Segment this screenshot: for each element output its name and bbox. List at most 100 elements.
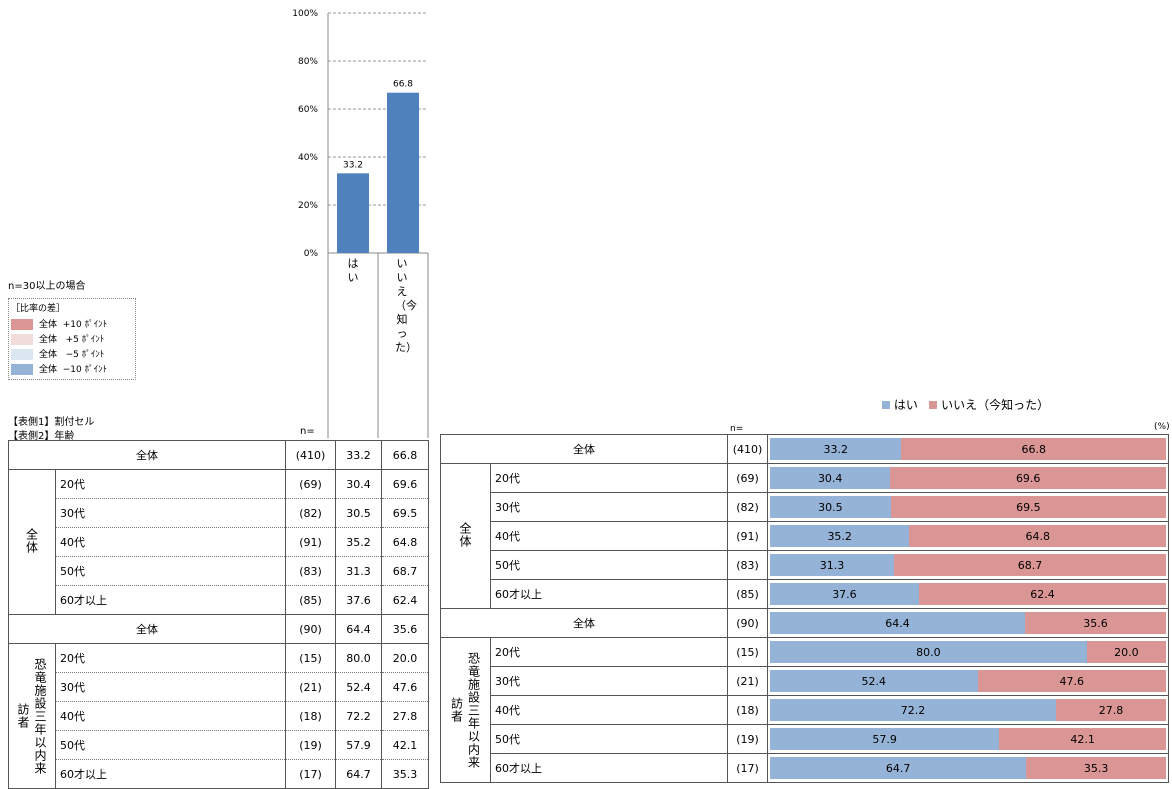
hai-value: 64.4 [335,614,382,644]
row-label: 30代 [490,666,728,696]
row-label: 60才以上 [490,579,728,609]
bar-segment-iie: 42.1 [999,728,1166,750]
bar-segment-hai: 35.2 [770,525,910,547]
hai-value: 57.9 [335,730,382,760]
iie-value: 47.6 [381,672,429,702]
bar-segment-hai: 30.4 [770,467,891,489]
table-row: 50代 (19) 57.9 42.1 [441,724,1169,754]
n-value: (85) [727,579,768,609]
swatch-minus10 [11,364,33,375]
bar-segment-iie: 27.8 [1055,699,1166,721]
iie-value: 42.1 [381,730,429,760]
hai-value: 30.5 [335,498,382,528]
bar-segment-iie: 64.8 [909,525,1166,547]
hai-value: 30.4 [335,469,382,499]
y-tick-label: 0% [304,249,319,259]
iie-value: 69.6 [381,469,429,499]
table-row: 全体 20代 (69) 30.4 69.6 [440,463,1169,609]
x-category-label-iie: いいえ（今知った） [395,257,417,354]
row-label: 50代 [55,730,286,760]
diff-legend-row: 全体 −5 ﾎﾟｲﾝﾄ [11,347,104,360]
bar-segment-iie: 69.5 [890,496,1166,518]
swatch-plus10 [11,319,33,330]
column-chart: 0% 20% 40% 60% 80% 100% 33.2 66.8 [292,9,429,438]
group-label-text: 恐竜施設三年以内来 [33,657,47,775]
iie-value: 20.0 [381,643,429,673]
n-value: (21) [285,672,336,702]
bar-segment-hai: 57.9 [770,728,1000,750]
row-label: 50代 [490,550,728,580]
row-label: 40代 [55,527,286,557]
bar-segment-iie: 68.7 [893,554,1166,576]
n-value: (410) [727,434,768,464]
group-label: 訪者 恐竜施設三年以内来 [8,643,56,789]
side-label-1: 【表側1】割付セル [8,417,95,428]
stacked-bar: 35.2 64.8 [767,521,1169,551]
row-label: 60才以上 [55,759,286,789]
group-label-text: 全体 [24,527,39,554]
swatch-plus5 [11,334,33,345]
table-row: 30代 (21) 52.4 47.6 [441,666,1169,696]
stacked-bar: 33.2 66.8 [767,434,1169,464]
iie-value: 35.6 [381,614,429,644]
n-header-right: n= [730,424,744,434]
n-value: (69) [285,469,336,499]
row-label: 50代 [55,556,286,586]
stacked-bar: 64.7 35.3 [767,753,1169,783]
hai-value: 52.4 [335,672,382,702]
bar-segment-hai: 80.0 [770,641,1087,663]
diff-legend-label: 全体 [39,335,58,345]
diff-legend: ［比率の差］ 全体 +10 ﾎﾟｲﾝﾄ 全体 +5 ﾎﾟｲﾝﾄ 全体 −5 ﾎﾟ… [8,298,136,380]
stacked-bar: 80.0 20.0 [767,637,1169,667]
table-row: 50代 (83) 31.3 68.7 [9,556,429,586]
iie-value: 64.8 [381,527,429,557]
table-row: 60才以上 (17) 64.7 35.3 [9,759,429,789]
bar-segment-iie: 69.6 [890,467,1166,489]
stacked-bar: 57.9 42.1 [767,724,1169,754]
stacked-bar: 30.5 69.5 [767,492,1169,522]
table-row: 全体 (90) 64.4 35.6 [8,614,429,644]
chart-legend: はい いいえ（今知った） [882,396,1049,413]
diff-legend-value: +10 ﾎﾟｲﾝﾄ [62,320,108,330]
diff-legend-title: ［比率の差］ [11,304,66,314]
diff-legend-value: −5 ﾎﾟｲﾝﾄ [65,350,105,360]
bar-segment-hai: 72.2 [770,699,1056,721]
group-label: 全体 [440,463,491,609]
table-row: 40代 (91) 35.2 64.8 [441,521,1169,551]
diff-legend-row: 全体 +10 ﾎﾟｲﾝﾄ [11,317,107,330]
iie-value: 68.7 [381,556,429,586]
bar [337,173,369,253]
hai-value: 33.2 [335,440,382,470]
row-label: 全体 [440,608,728,638]
iie-value: 35.3 [381,759,429,789]
n-header-left: n= [300,426,315,437]
iie-value: 66.8 [381,440,429,470]
group-label: 全体 [8,469,56,615]
x-category-label-hai: はい [347,257,359,284]
n-value: (19) [727,724,768,754]
row-label: 30代 [55,672,286,702]
n-value: (82) [727,492,768,522]
n-value: (82) [285,498,336,528]
table-row: 40代 (91) 35.2 64.8 [9,527,429,557]
table-row: 全体 (410) 33.2 66.8 [440,434,1169,464]
row-label: 60才以上 [490,753,728,783]
table-row: 30代 (82) 30.5 69.5 [9,498,429,528]
hai-value: 64.7 [335,759,382,789]
y-tick-label: 40% [298,153,318,163]
table-row: 60才以上 (85) 37.6 62.4 [441,579,1169,609]
table-row: 30代 (82) 30.5 69.5 [441,492,1169,522]
table-row: 訪者 恐竜施設三年以内来 20代 (15) 80.0 20.0 [8,643,429,789]
row-label: 50代 [490,724,728,754]
row-label: 30代 [55,498,286,528]
n-value: (18) [285,701,336,731]
n-value: (90) [727,608,768,638]
y-tick-label: 80% [298,57,318,67]
hai-value: 37.6 [335,585,382,615]
stacked-bar: 31.3 68.7 [767,550,1169,580]
diff-legend-row: 全体 −10 ﾎﾟｲﾝﾄ [11,362,107,375]
row-label: 20代 [490,637,728,667]
table-row: 60才以上 (85) 37.6 62.4 [9,585,429,615]
bar-segment-iie: 62.4 [918,583,1166,605]
bar-segment-hai: 33.2 [770,438,902,460]
